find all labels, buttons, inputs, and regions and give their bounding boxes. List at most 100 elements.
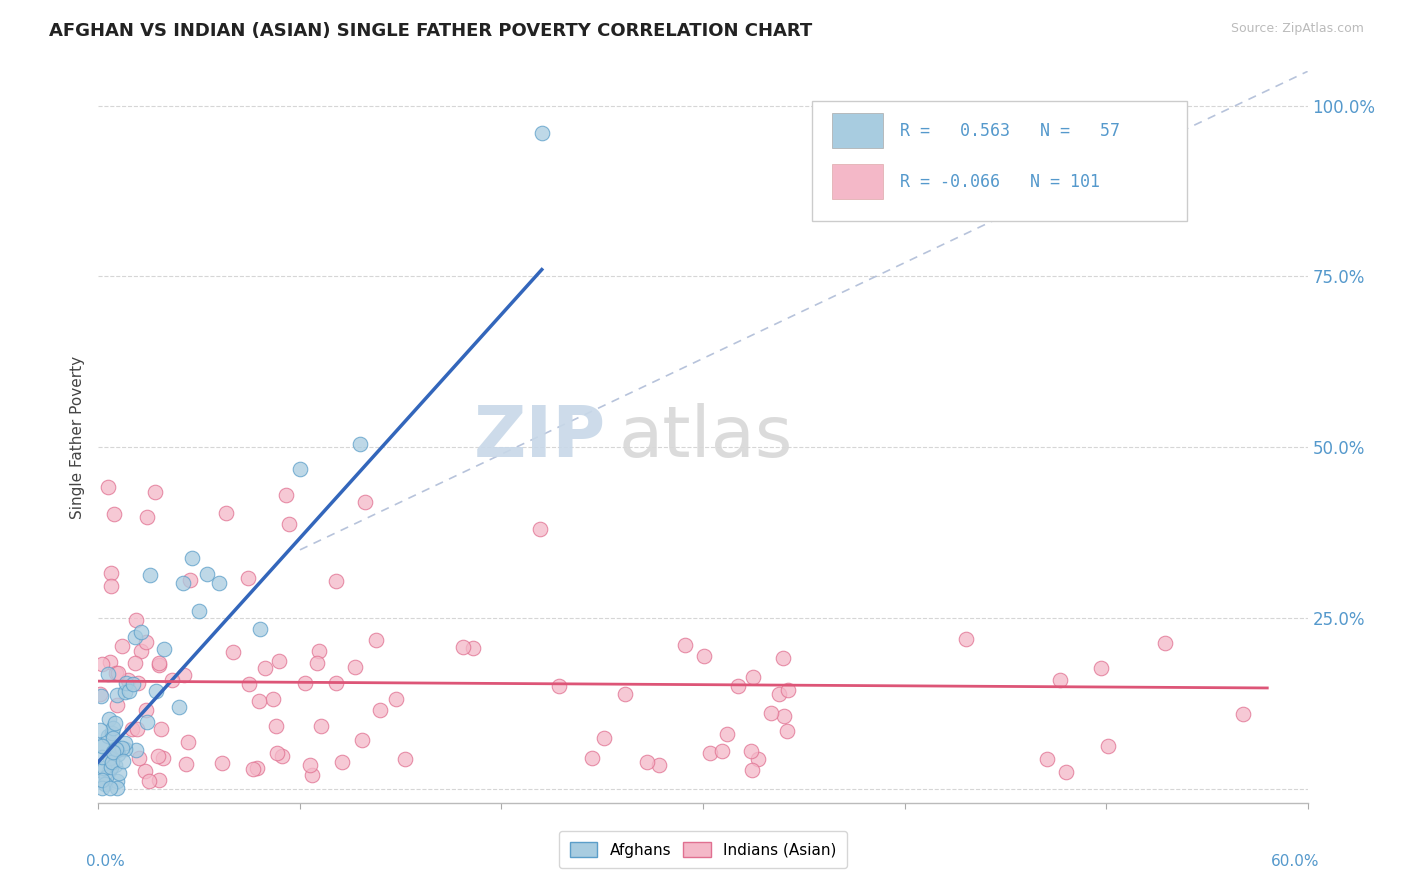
Point bbox=[188, 604, 211, 618]
Point bbox=[105, 665, 128, 680]
Point bbox=[673, 638, 696, 652]
Point bbox=[208, 576, 231, 591]
Point bbox=[145, 684, 167, 698]
Point bbox=[124, 657, 146, 671]
Point bbox=[105, 774, 128, 789]
Point bbox=[121, 722, 143, 736]
Point bbox=[124, 630, 146, 644]
Point bbox=[693, 649, 716, 664]
Point bbox=[114, 685, 136, 699]
Point bbox=[530, 126, 553, 140]
Point bbox=[122, 677, 145, 691]
Point bbox=[267, 654, 290, 668]
Point bbox=[90, 781, 112, 796]
Point bbox=[266, 746, 288, 760]
Point bbox=[278, 517, 301, 532]
Point bbox=[330, 755, 353, 769]
Point bbox=[172, 576, 194, 591]
Point bbox=[305, 656, 328, 670]
Point bbox=[101, 731, 124, 746]
Point bbox=[1036, 751, 1059, 765]
Point bbox=[101, 721, 124, 735]
Point bbox=[148, 658, 170, 673]
Point bbox=[270, 749, 292, 764]
FancyBboxPatch shape bbox=[811, 101, 1187, 221]
Point bbox=[111, 740, 134, 755]
Point bbox=[1097, 739, 1119, 753]
Point bbox=[264, 719, 287, 733]
Point bbox=[636, 755, 658, 769]
Point bbox=[162, 673, 184, 687]
Point bbox=[776, 723, 799, 738]
Point bbox=[740, 744, 762, 758]
Point bbox=[352, 732, 374, 747]
Point bbox=[174, 756, 197, 771]
Point bbox=[98, 781, 121, 796]
Point bbox=[179, 573, 201, 587]
Point bbox=[148, 773, 170, 788]
Y-axis label: Single Father Poverty: Single Father Poverty bbox=[70, 356, 86, 518]
Point bbox=[581, 751, 603, 765]
Point bbox=[131, 644, 153, 658]
Point bbox=[247, 694, 270, 708]
Point bbox=[246, 761, 269, 775]
Point bbox=[97, 712, 120, 726]
Point bbox=[135, 702, 157, 716]
Point bbox=[349, 437, 371, 451]
Point bbox=[699, 746, 721, 760]
Point bbox=[91, 657, 114, 672]
FancyBboxPatch shape bbox=[832, 164, 883, 200]
Point bbox=[366, 632, 388, 647]
Point bbox=[716, 727, 738, 741]
Point bbox=[135, 635, 157, 649]
Point bbox=[727, 679, 749, 693]
Point bbox=[747, 752, 769, 766]
Point bbox=[309, 719, 332, 733]
Point bbox=[135, 714, 157, 729]
Point bbox=[134, 764, 156, 778]
Point bbox=[354, 495, 377, 509]
Point bbox=[89, 688, 111, 702]
Point bbox=[91, 750, 114, 764]
Point bbox=[344, 660, 367, 674]
Point bbox=[177, 735, 200, 749]
Point bbox=[152, 750, 174, 764]
Point bbox=[301, 768, 323, 782]
Text: ZIP: ZIP bbox=[474, 402, 606, 472]
Point bbox=[778, 683, 800, 698]
Point bbox=[114, 741, 136, 756]
Point bbox=[741, 764, 763, 778]
Point bbox=[222, 645, 245, 659]
Point bbox=[249, 622, 271, 636]
Point bbox=[105, 781, 128, 796]
Point bbox=[105, 698, 128, 712]
Point bbox=[173, 668, 195, 682]
Point bbox=[104, 757, 127, 772]
Point bbox=[114, 735, 136, 749]
Point bbox=[114, 675, 136, 690]
Point bbox=[236, 571, 259, 585]
Point bbox=[1049, 673, 1071, 687]
Point bbox=[138, 773, 160, 788]
Point bbox=[274, 488, 297, 502]
Point bbox=[136, 510, 159, 524]
Point bbox=[761, 706, 783, 721]
Point bbox=[111, 639, 134, 653]
Point bbox=[100, 726, 122, 740]
Point bbox=[129, 624, 152, 639]
Point bbox=[139, 567, 162, 582]
Point bbox=[124, 613, 146, 627]
Point bbox=[741, 670, 763, 684]
Point bbox=[89, 723, 111, 737]
Point bbox=[105, 688, 128, 702]
Point bbox=[100, 760, 122, 774]
Point bbox=[772, 650, 794, 665]
Text: atlas: atlas bbox=[619, 402, 793, 472]
Text: AFGHAN VS INDIAN (ASIAN) SINGLE FATHER POVERTY CORRELATION CHART: AFGHAN VS INDIAN (ASIAN) SINGLE FATHER P… bbox=[49, 22, 813, 40]
Point bbox=[107, 743, 129, 757]
Point bbox=[955, 632, 977, 646]
Point bbox=[254, 661, 277, 675]
Point bbox=[148, 657, 170, 671]
Point bbox=[100, 755, 122, 769]
Point bbox=[463, 640, 485, 655]
